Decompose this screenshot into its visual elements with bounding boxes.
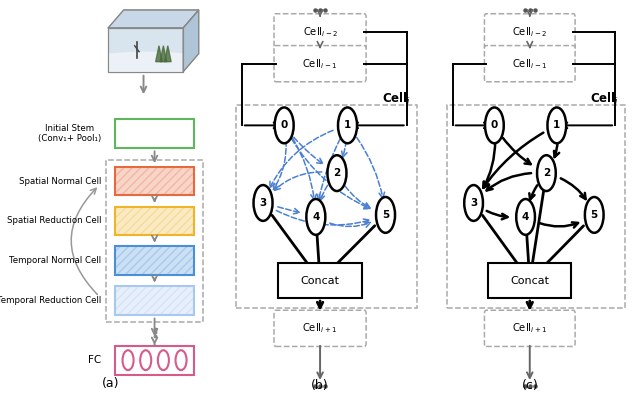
Circle shape bbox=[175, 350, 187, 370]
Bar bbox=[115, 207, 195, 235]
Text: $\mathrm{Cell}_{i-1}$: $\mathrm{Cell}_{i-1}$ bbox=[512, 57, 547, 70]
Text: Spatial Normal Cell: Spatial Normal Cell bbox=[19, 177, 102, 185]
Text: Concat: Concat bbox=[301, 275, 340, 286]
Polygon shape bbox=[108, 10, 199, 28]
Polygon shape bbox=[164, 46, 171, 62]
Circle shape bbox=[140, 350, 151, 370]
FancyBboxPatch shape bbox=[274, 14, 366, 50]
Text: $\mathbf{Cell}_i$: $\mathbf{Cell}_i$ bbox=[382, 92, 411, 107]
Text: $\mathbf{Cell}_i$: $\mathbf{Cell}_i$ bbox=[590, 92, 620, 107]
Text: $\mathrm{Cell}_{i+1}$: $\mathrm{Cell}_{i+1}$ bbox=[303, 322, 338, 335]
Text: Spatial Reduction Cell: Spatial Reduction Cell bbox=[7, 217, 102, 225]
Bar bbox=[115, 246, 195, 275]
Text: $\mathrm{Cell}_{i-2}$: $\mathrm{Cell}_{i-2}$ bbox=[303, 25, 337, 39]
Circle shape bbox=[122, 350, 134, 370]
Text: $\mathrm{Cell}_{i-1}$: $\mathrm{Cell}_{i-1}$ bbox=[303, 57, 338, 70]
Text: 5: 5 bbox=[382, 210, 389, 220]
Circle shape bbox=[307, 199, 325, 235]
Polygon shape bbox=[183, 10, 199, 72]
Bar bbox=[106, 160, 203, 322]
Circle shape bbox=[516, 199, 535, 235]
Bar bbox=[278, 263, 362, 298]
Polygon shape bbox=[156, 46, 163, 62]
Text: (a): (a) bbox=[102, 377, 119, 390]
Text: (c): (c) bbox=[522, 379, 538, 392]
FancyBboxPatch shape bbox=[274, 310, 366, 346]
FancyBboxPatch shape bbox=[108, 28, 183, 72]
Circle shape bbox=[376, 197, 395, 233]
Text: $\mathrm{Cell}_{i+1}$: $\mathrm{Cell}_{i+1}$ bbox=[512, 322, 547, 335]
Text: Concat: Concat bbox=[510, 275, 549, 286]
Circle shape bbox=[537, 155, 556, 191]
Text: 4: 4 bbox=[522, 212, 529, 222]
Bar bbox=[115, 346, 195, 375]
Bar bbox=[115, 119, 195, 148]
Text: 1: 1 bbox=[553, 120, 561, 131]
FancyBboxPatch shape bbox=[484, 310, 575, 346]
FancyBboxPatch shape bbox=[484, 46, 575, 82]
Text: FC: FC bbox=[88, 355, 102, 365]
Circle shape bbox=[158, 350, 169, 370]
Polygon shape bbox=[160, 46, 166, 62]
Bar bbox=[115, 167, 195, 195]
Text: 2: 2 bbox=[543, 168, 550, 178]
Circle shape bbox=[464, 185, 483, 221]
Circle shape bbox=[547, 107, 566, 143]
Text: (b): (b) bbox=[311, 379, 329, 392]
Circle shape bbox=[338, 107, 357, 143]
Bar bbox=[115, 286, 195, 315]
Circle shape bbox=[485, 107, 504, 143]
Text: Temporal Reduction Cell: Temporal Reduction Cell bbox=[0, 296, 102, 305]
Text: 5: 5 bbox=[591, 210, 598, 220]
Circle shape bbox=[328, 155, 346, 191]
Bar bbox=[115, 167, 195, 195]
Text: $\mathrm{Cell}_{i-2}$: $\mathrm{Cell}_{i-2}$ bbox=[512, 25, 547, 39]
Circle shape bbox=[275, 107, 294, 143]
Bar bbox=[488, 263, 572, 298]
FancyBboxPatch shape bbox=[484, 14, 575, 50]
Text: Initial Stem
(Conv₁+ Pool₁): Initial Stem (Conv₁+ Pool₁) bbox=[38, 124, 102, 143]
Bar bbox=[115, 246, 195, 275]
Text: 1: 1 bbox=[344, 120, 351, 131]
Bar bbox=[115, 207, 195, 235]
FancyBboxPatch shape bbox=[274, 46, 366, 82]
Circle shape bbox=[585, 197, 604, 233]
Text: 2: 2 bbox=[333, 168, 340, 178]
Circle shape bbox=[253, 185, 273, 221]
Text: 4: 4 bbox=[312, 212, 319, 222]
Text: Temporal Normal Cell: Temporal Normal Cell bbox=[10, 256, 102, 265]
Text: 0: 0 bbox=[491, 120, 498, 131]
Text: 3: 3 bbox=[259, 198, 267, 208]
Text: 3: 3 bbox=[470, 198, 477, 208]
Bar bbox=[115, 286, 195, 315]
Text: 0: 0 bbox=[280, 120, 288, 131]
